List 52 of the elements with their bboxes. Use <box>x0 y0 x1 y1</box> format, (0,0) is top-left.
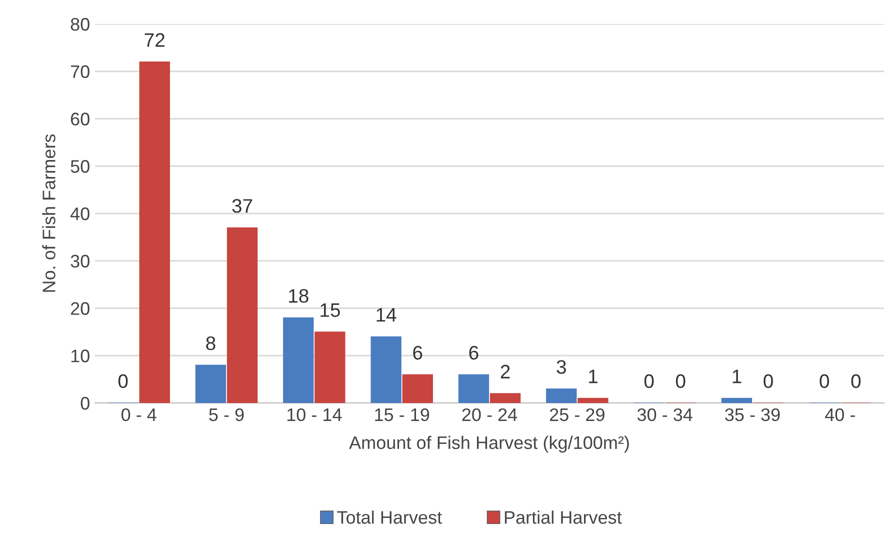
y-tick-label: 40 <box>70 207 90 220</box>
bar <box>314 332 346 403</box>
bar <box>578 398 608 403</box>
data-label: 6 <box>469 346 478 360</box>
y-tick-label: 0 <box>80 396 90 410</box>
bar <box>458 374 490 403</box>
y-tick-label: 70 <box>70 65 90 78</box>
data-label: 15 <box>320 303 340 317</box>
x-tick-label: 25 - 29 <box>550 408 604 422</box>
x-tick-label: 15 - 19 <box>375 408 430 422</box>
x-tick-label: 0 - 4 <box>121 408 156 422</box>
data-label: 0 <box>851 374 861 388</box>
y-tick-label: 60 <box>70 112 90 126</box>
x-tick-label: 30 - 34 <box>637 408 692 422</box>
data-label: 3 <box>556 360 566 374</box>
data-label: 0 <box>644 374 654 388</box>
data-label: 1 <box>732 370 742 384</box>
bar <box>546 388 577 403</box>
data-label: 2 <box>500 364 510 378</box>
y-tick-label: 20 <box>70 302 90 315</box>
data-label: 0 <box>764 374 773 388</box>
x-axis-title: Amount of Fish Harvest (kg/100m²) <box>349 436 629 453</box>
bar <box>139 62 170 403</box>
x-tick-label: 5 - 9 <box>209 408 244 422</box>
data-label: 0 <box>118 374 128 388</box>
bar <box>226 227 258 403</box>
x-tick-label: 20 - 24 <box>462 408 518 422</box>
data-label: 0 <box>820 374 830 388</box>
legend-label: Total Harvest <box>337 510 442 524</box>
y-tick-label: 30 <box>70 254 90 268</box>
data-label: 37 <box>232 198 252 213</box>
legend-label: Partial Harvest <box>504 510 622 524</box>
bar <box>490 393 521 403</box>
data-label: 72 <box>144 33 164 47</box>
data-label: 14 <box>376 308 396 322</box>
bar <box>283 317 314 403</box>
data-label: 8 <box>206 336 216 350</box>
x-tick-label: 35 - 39 <box>725 408 780 422</box>
data-label: 6 <box>413 346 422 360</box>
x-tick-label: 40 - <box>825 408 855 422</box>
y-tick-label: 80 <box>70 18 90 31</box>
bar <box>402 374 433 403</box>
x-tick-label: 10 - 14 <box>287 408 342 422</box>
bar <box>195 364 226 403</box>
data-label: 0 <box>676 374 686 388</box>
bar <box>721 398 752 403</box>
data-label: 18 <box>289 289 308 303</box>
y-tick-label: 10 <box>71 350 90 362</box>
bar <box>370 336 402 403</box>
y-tick-label: 50 <box>70 160 90 173</box>
data-label: 1 <box>589 370 598 384</box>
y-axis-title: No. of Fish Farmers <box>42 134 56 292</box>
